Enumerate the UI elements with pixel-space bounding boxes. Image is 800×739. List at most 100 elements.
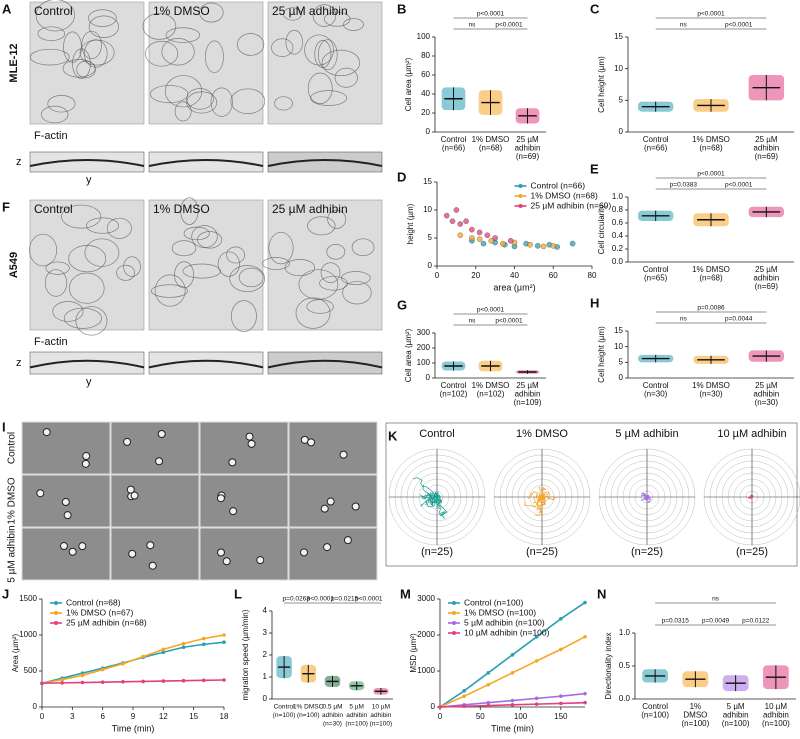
y-tick-label: 0 xyxy=(619,127,624,136)
cell xyxy=(339,450,348,459)
cell-outline xyxy=(154,274,186,307)
marker xyxy=(462,694,466,698)
marker xyxy=(486,671,491,675)
condition: 1% DMSO xyxy=(516,428,568,440)
y-tick-label: 1 xyxy=(263,672,268,681)
x-tick-label: 15 xyxy=(189,712,198,721)
marker xyxy=(559,701,563,706)
row-label: Control xyxy=(7,432,18,464)
cell-outline xyxy=(186,91,218,114)
x-tick-label: (n=30) xyxy=(755,398,779,407)
x-tick-label: 1% DMSO xyxy=(692,265,730,274)
x-tick-label: adhibin xyxy=(515,390,541,399)
cell xyxy=(81,459,90,468)
x-tick-label: (n=100) xyxy=(273,712,296,719)
x-tick-label: Control xyxy=(643,265,669,274)
x-tick-label: (n=30) xyxy=(699,390,723,399)
y-tick-label: 10 xyxy=(614,342,623,351)
cell xyxy=(146,541,155,550)
marker xyxy=(222,640,226,644)
series-line xyxy=(41,679,225,685)
x-tick-label: 25 µM xyxy=(516,135,539,144)
track xyxy=(533,495,543,511)
point xyxy=(469,235,475,241)
cell-outline xyxy=(210,87,233,117)
x-tick-label: 10 µM xyxy=(372,704,390,711)
p-value: p<0.0001 xyxy=(725,22,753,29)
x-tick-label: 100 xyxy=(514,712,528,721)
marker xyxy=(60,677,65,682)
point xyxy=(540,243,547,250)
panel-label: A xyxy=(2,1,12,16)
track xyxy=(751,495,754,499)
x-tick-label: (n=30) xyxy=(644,390,668,399)
y-tick-label: 0 xyxy=(426,127,431,136)
marker xyxy=(534,696,539,701)
track xyxy=(643,496,648,501)
legend-dot xyxy=(452,621,456,625)
marker xyxy=(141,654,145,659)
y-axis-label: Cell height (µm) xyxy=(597,56,606,113)
x-tick-label: 18 xyxy=(220,712,229,721)
p-value: p=0.0049 xyxy=(702,618,730,625)
point xyxy=(476,236,483,242)
cell xyxy=(300,548,309,557)
condition: Control xyxy=(34,202,73,216)
marker xyxy=(583,635,587,639)
cell-outline xyxy=(68,272,105,304)
x-tick-label: 5 µM xyxy=(727,702,745,711)
y-tick-label: 500 xyxy=(24,666,38,675)
cell xyxy=(63,511,72,520)
track xyxy=(646,496,651,503)
y-tick-label: 0.0 xyxy=(612,257,624,266)
x-tick-label: 1% DMSO xyxy=(472,381,510,390)
axis-z: z xyxy=(16,156,22,168)
x-tick-label: 60 xyxy=(549,271,558,280)
marker xyxy=(510,653,515,657)
marker xyxy=(201,642,206,647)
point xyxy=(507,238,514,244)
cell xyxy=(126,485,135,494)
phase-image xyxy=(110,474,200,528)
cell-outline xyxy=(165,27,201,43)
cell-outline xyxy=(86,217,120,234)
y-tick-label: 0 xyxy=(33,702,38,711)
cell xyxy=(320,504,329,513)
x-tick-label: (n=100) xyxy=(722,719,750,728)
cell xyxy=(157,430,166,439)
legend-dot xyxy=(518,194,523,198)
condition: Control xyxy=(34,4,73,18)
strip xyxy=(148,151,264,173)
cell xyxy=(326,497,335,506)
y-tick-label: 10 xyxy=(423,205,432,214)
condition: 10 µM adhibin xyxy=(717,428,786,440)
cell-outline xyxy=(75,306,108,336)
cell-outline xyxy=(63,307,102,329)
y-tick-label: 20 xyxy=(421,108,430,117)
phase-image xyxy=(199,421,289,475)
marker xyxy=(100,680,105,684)
y-axis-label: Cell area (µm²) xyxy=(404,328,413,382)
panel-label: K xyxy=(388,428,398,443)
axis-z: z xyxy=(16,357,22,369)
marker xyxy=(462,704,466,709)
y-tick-label: 1000 xyxy=(417,666,435,675)
marker xyxy=(121,662,125,666)
panel-label: L xyxy=(234,586,242,601)
phase-image xyxy=(199,527,289,581)
y-tick-label: 4 xyxy=(263,606,268,615)
x-tick-label: Control xyxy=(441,381,467,390)
y-tick-label: 1.0 xyxy=(619,628,631,637)
p-value: p<0.0001 xyxy=(697,171,725,178)
panel-label: H xyxy=(590,295,599,310)
y-tick-label: 1.0 xyxy=(612,192,624,201)
legend-dot xyxy=(54,621,58,625)
x-tick-label: adhibin xyxy=(753,390,779,399)
y-tick-label: 3 xyxy=(263,628,268,637)
cell-outline xyxy=(327,209,347,229)
x-tick-label: 1% DMSO xyxy=(472,135,510,144)
cell-outline xyxy=(320,262,341,283)
y-tick-label: 5 xyxy=(619,95,624,104)
cell xyxy=(36,489,45,498)
marker xyxy=(486,700,491,705)
